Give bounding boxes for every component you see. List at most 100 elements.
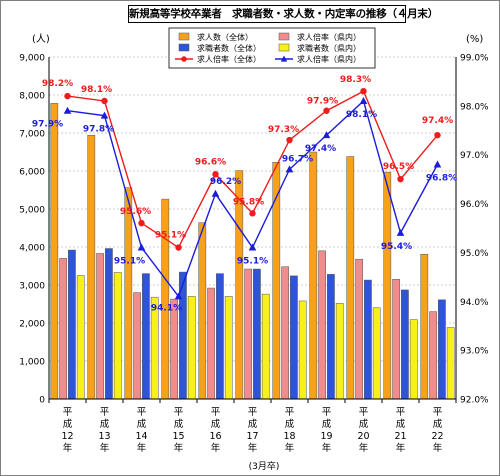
bar xyxy=(335,302,344,400)
x-tick-label-part: 19 xyxy=(320,431,332,442)
x-tick-label-part: 平 xyxy=(433,407,443,418)
legend-label: 求職者数（県内） xyxy=(297,43,361,53)
x-tick-label-part: 成 xyxy=(63,418,73,430)
bar xyxy=(170,298,178,400)
bar xyxy=(142,273,150,400)
data-label: 96.6% xyxy=(195,157,226,167)
data-label: 98.3% xyxy=(340,75,371,85)
data-label: 95.8% xyxy=(233,197,264,207)
x-tick-label-part: 20 xyxy=(357,431,369,442)
y-right-unit: (%) xyxy=(466,34,483,45)
bar xyxy=(59,258,67,400)
y-right-tick-label: 93.0% xyxy=(460,347,489,357)
bar xyxy=(161,198,170,400)
legend-item: 求職者数（県内） xyxy=(278,43,361,53)
axes: 0 1,000 2,000 3,000 4,000 5,000 6,000 7,000 8,00… xyxy=(19,54,489,455)
legend-item: 求人倍率（全体） xyxy=(175,54,261,64)
y-left-tick-label: 1,000 xyxy=(19,358,45,368)
legend-item: 求人数（全体） xyxy=(178,32,253,42)
y-left-tick-label: 7,000 xyxy=(19,130,45,140)
bar xyxy=(429,311,437,400)
x-tick-label-part: 平 xyxy=(211,407,221,418)
bar xyxy=(383,171,392,400)
bar xyxy=(318,250,326,400)
x-tick-label-part: 平 xyxy=(322,407,332,418)
y-right-tick-label: 98.0% xyxy=(460,102,489,112)
legend-label: 求職者数（全体） xyxy=(197,43,261,53)
bar xyxy=(216,273,224,400)
y-right-tick-label: 94.0% xyxy=(460,298,489,308)
line-marker-triangle xyxy=(248,243,257,251)
data-label: 97.4% xyxy=(422,116,453,126)
x-tick-label-part: 年 xyxy=(100,442,110,454)
chart-title: 新規高等学校卒業者 求職者数・求人数・内定率の推移（４月末） xyxy=(128,5,438,23)
data-label: 95.4% xyxy=(381,242,412,252)
y-left-tick-label: 3,000 xyxy=(19,282,45,292)
legend-label: 求人倍率（県内） xyxy=(297,54,361,64)
x-tick-label-part: 成 xyxy=(100,418,110,430)
bar xyxy=(68,249,76,400)
y-right-tick-label: 95.0% xyxy=(460,249,489,259)
bar xyxy=(105,248,113,400)
bar xyxy=(364,279,372,400)
x-tick-label-part: 成 xyxy=(322,418,332,430)
legend-swatch xyxy=(178,32,190,41)
line-marker-circle xyxy=(101,97,108,105)
y-left-tick-label: 0 xyxy=(39,396,45,406)
bar xyxy=(87,135,96,400)
bar xyxy=(355,258,363,400)
y-left-tick-label: 2,000 xyxy=(19,320,45,330)
y-right-tick-label: 92.0% xyxy=(460,396,489,406)
line-marker-circle xyxy=(323,107,330,114)
legend-swatch xyxy=(178,43,190,52)
line-marker-triangle xyxy=(100,111,109,119)
bars xyxy=(50,103,455,400)
data-label: 97.4% xyxy=(305,144,336,154)
x-tick-label-part: 平 xyxy=(174,407,184,418)
bar xyxy=(113,272,122,400)
bar xyxy=(346,156,355,400)
y-left-tick-label: 4,000 xyxy=(19,244,45,254)
y-left-tick-label: 5,000 xyxy=(19,206,45,216)
x-tick-label-part: 成 xyxy=(285,418,295,430)
data-label: 96.8% xyxy=(426,173,457,183)
x-tick-label-part: 年 xyxy=(359,442,369,454)
line-marker-circle xyxy=(286,136,293,144)
legend-swatch xyxy=(278,32,290,41)
line-marker-triangle xyxy=(433,160,442,168)
x-tick-label-part: 22 xyxy=(431,431,443,442)
legend-marker xyxy=(280,55,288,62)
x-tick-label-part: 年 xyxy=(285,442,295,454)
bar xyxy=(420,253,429,400)
legend-item: 求人倍率（県内） xyxy=(278,32,361,42)
data-label: 97.9% xyxy=(307,97,338,107)
y-right-tick-label: 99.0% xyxy=(460,54,489,64)
line-marker-triangle xyxy=(396,228,405,236)
data-label: 94.1% xyxy=(151,303,182,313)
x-tick-label-part: 13 xyxy=(98,431,110,442)
x-tick-label-part: 16 xyxy=(209,431,221,442)
bar xyxy=(187,296,196,400)
data-label: 95.1% xyxy=(155,231,186,241)
bar xyxy=(401,289,409,400)
bar xyxy=(50,103,59,400)
line-marker-triangle xyxy=(211,189,220,197)
x-tick-label-part: 17 xyxy=(246,431,258,442)
line-marker-triangle xyxy=(359,96,368,104)
x-tick-label-part: 14 xyxy=(135,431,147,442)
x-tick-label-part: 成 xyxy=(211,418,221,430)
x-tick-label-part: 21 xyxy=(394,431,406,442)
x-tick-label-part: 成 xyxy=(359,418,369,430)
bar xyxy=(309,151,318,400)
bar xyxy=(327,274,335,400)
bar xyxy=(124,187,133,400)
